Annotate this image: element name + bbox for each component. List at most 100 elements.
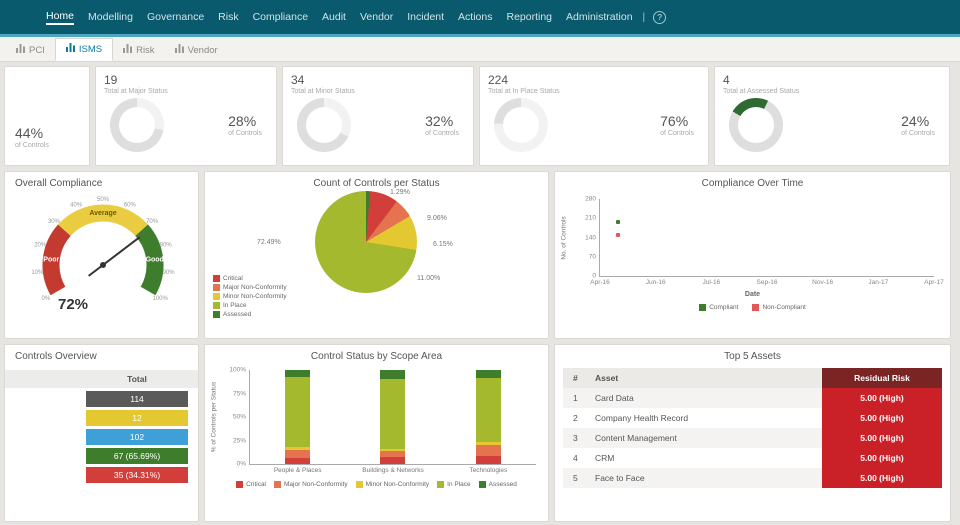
nav-item-incident[interactable]: Incident bbox=[407, 11, 445, 23]
bar-segment-critical bbox=[475, 455, 501, 464]
legend-label: Critical bbox=[246, 481, 267, 488]
kpi-count: 4 bbox=[723, 73, 730, 87]
tab-vendor[interactable]: Vendor bbox=[165, 40, 228, 61]
legend-label: Critical bbox=[223, 275, 243, 282]
legend-swatch bbox=[213, 275, 220, 282]
kpi-row: 44% of Controls 19 Total at Major Status 28%… bbox=[4, 66, 956, 166]
x-axis-label: Date bbox=[744, 291, 761, 298]
nav-item-actions[interactable]: Actions bbox=[458, 11, 493, 23]
kpi-count: 224 bbox=[488, 73, 509, 87]
legend-item-non-compliant: Non-Compliant bbox=[752, 304, 806, 311]
legend-label: Minor Non-Conformity bbox=[365, 481, 430, 488]
legend-label: In Place bbox=[223, 302, 247, 309]
data-point-non-compliant bbox=[616, 232, 621, 237]
kpi-card-3: 224 Total at In Place Status 76% of Control… bbox=[479, 66, 709, 166]
nav-item-risk[interactable]: Risk bbox=[218, 11, 239, 23]
legend-item-compliant: Compliant bbox=[699, 304, 738, 311]
nav-item-home[interactable]: Home bbox=[46, 10, 75, 25]
legend-swatch bbox=[478, 481, 486, 488]
gauge-gauge-tick: 60% bbox=[123, 203, 136, 209]
asset-row[interactable]: 4 CRM 5.00 (High) bbox=[563, 448, 942, 468]
kpi-percent: 44% bbox=[15, 125, 44, 141]
card-title-overall-compliance: Overall Compliance bbox=[15, 178, 103, 189]
pie-slice-label-in-place: 72.49% bbox=[257, 239, 281, 246]
y-axis-label: % of Controls per Status bbox=[210, 381, 218, 453]
stacked-bar bbox=[285, 370, 311, 464]
legend-label: Non-Compliant bbox=[762, 304, 806, 311]
table-header: Total bbox=[5, 370, 198, 388]
bar-chart-legend: Critical Major Non-Conformity Minor Non-Co… bbox=[205, 481, 548, 488]
bar-chart-icon bbox=[123, 44, 133, 56]
legend-item-critical: Critical bbox=[236, 481, 266, 488]
nav-item-compliance[interactable]: Compliance bbox=[252, 11, 309, 23]
y-tick-label: 210 bbox=[585, 214, 596, 222]
pie-chart-area: 1.29% 9.06% 6.15% 11.00% 72.49% Critical… bbox=[205, 189, 548, 335]
nav-item-governance[interactable]: Governance bbox=[146, 11, 205, 23]
control-status-by-scope-card: Control Status by Scope Area % of Contro… bbox=[204, 344, 549, 522]
kpi-subtitle: Total at Major Status bbox=[104, 88, 168, 95]
y-tick-label: 70 bbox=[588, 253, 596, 261]
legend-item-major-non-conformity: Major Non-Conformity bbox=[213, 284, 287, 291]
kpi-header: 34 Total at Minor Status bbox=[291, 73, 465, 95]
table-row[interactable]: 114 bbox=[5, 391, 198, 407]
table-row[interactable]: 102 bbox=[5, 429, 198, 445]
y-axis-label: No. of Controls bbox=[560, 215, 568, 260]
table-row[interactable]: 67 (65.69%) bbox=[5, 448, 198, 464]
legend-item-in-place: In Place bbox=[437, 481, 471, 488]
legend-swatch bbox=[213, 302, 220, 309]
legend-item-minor-non-conformity: Minor Non-Conformity bbox=[213, 293, 287, 300]
bar-slot-people-places: People & Places bbox=[250, 370, 345, 474]
legend-item-assessed: Assessed bbox=[213, 311, 287, 318]
gauge-gauge-tick: 40% bbox=[70, 203, 83, 209]
kpi-caption: of Controls bbox=[228, 130, 262, 137]
residual-risk-badge: 5.00 (High) bbox=[822, 408, 942, 428]
legend-swatch bbox=[213, 284, 220, 291]
kpi-card-0: 44% of Controls bbox=[4, 66, 90, 166]
tab-pci[interactable]: PCI bbox=[6, 40, 55, 61]
table-row[interactable]: 12 bbox=[5, 410, 198, 426]
legend-swatch bbox=[437, 481, 445, 488]
x-tick-label: Sep-16 bbox=[756, 279, 778, 286]
pie-legend: Critical Major Non-Conformity Minor Non-Co… bbox=[213, 275, 287, 318]
bar-chart-icon bbox=[65, 43, 75, 55]
gauge-zone-poor bbox=[42, 224, 71, 296]
gauge-gauge-zone: Average bbox=[89, 210, 116, 217]
donut-chart bbox=[494, 98, 548, 152]
table-row[interactable]: 35 (34.31%) bbox=[5, 467, 198, 483]
gauge-gauge-tick: 80% bbox=[159, 243, 172, 249]
nav-item-modelling[interactable]: Modelling bbox=[88, 11, 133, 23]
column-header-rank: # bbox=[573, 373, 578, 383]
tab-isms[interactable]: ISMS bbox=[54, 38, 114, 61]
legend-label: In Place bbox=[447, 481, 471, 488]
category-label: Buildings & Networks bbox=[362, 467, 424, 474]
controls-overview-table: Total 114 12 102 67 (65.69%) 35 (34.31%) bbox=[5, 370, 198, 483]
nav-separator: | bbox=[642, 11, 646, 23]
asset-row[interactable]: 3 Content Management 5.00 (High) bbox=[563, 428, 942, 448]
asset-row[interactable]: 5 Face to Face 5.00 (High) bbox=[563, 468, 942, 488]
total-column-header: Total bbox=[127, 374, 147, 384]
gauge-gauge-tick: 70% bbox=[146, 219, 159, 225]
tab-risk[interactable]: Risk bbox=[113, 40, 164, 61]
gauge-gauge-tick: 100% bbox=[152, 296, 168, 302]
asset-row[interactable]: 1 Card Data 5.00 (High) bbox=[563, 388, 942, 408]
bar-segment-minor-non-conformity bbox=[380, 448, 406, 451]
kpi-percent-block: 76% of Controls bbox=[660, 113, 694, 137]
kpi-body: 32% of Controls bbox=[291, 98, 465, 152]
help-icon[interactable]: ? bbox=[653, 10, 667, 24]
tab-label: Vendor bbox=[187, 44, 218, 56]
asset-row[interactable]: 2 Company Health Record 5.00 (High) bbox=[563, 408, 942, 428]
nav-item-administration[interactable]: Administration bbox=[566, 11, 633, 23]
card-title-compliance-over-time: Compliance Over Time bbox=[701, 178, 804, 189]
nav-item-reporting[interactable]: Reporting bbox=[506, 11, 553, 23]
pie-slice-label-critical: 9.06% bbox=[427, 215, 447, 222]
bar-segment-critical bbox=[380, 457, 406, 464]
nav-item-vendor[interactable]: Vendor bbox=[359, 11, 394, 23]
dashboard-tabs: PCI ISMS Risk Vendor bbox=[0, 37, 960, 62]
total-value: 102 bbox=[86, 429, 188, 445]
nav-item-audit[interactable]: Audit bbox=[322, 11, 346, 23]
gauge-zone-good bbox=[134, 224, 163, 296]
kpi-card-4: 4 Total at Assessed Status 24% of Controls bbox=[714, 66, 950, 166]
kpi-body: 44% of Controls bbox=[15, 125, 49, 149]
kpi-subtitle: Total at Minor Status bbox=[291, 88, 355, 95]
asset-name: Card Data bbox=[595, 393, 634, 403]
